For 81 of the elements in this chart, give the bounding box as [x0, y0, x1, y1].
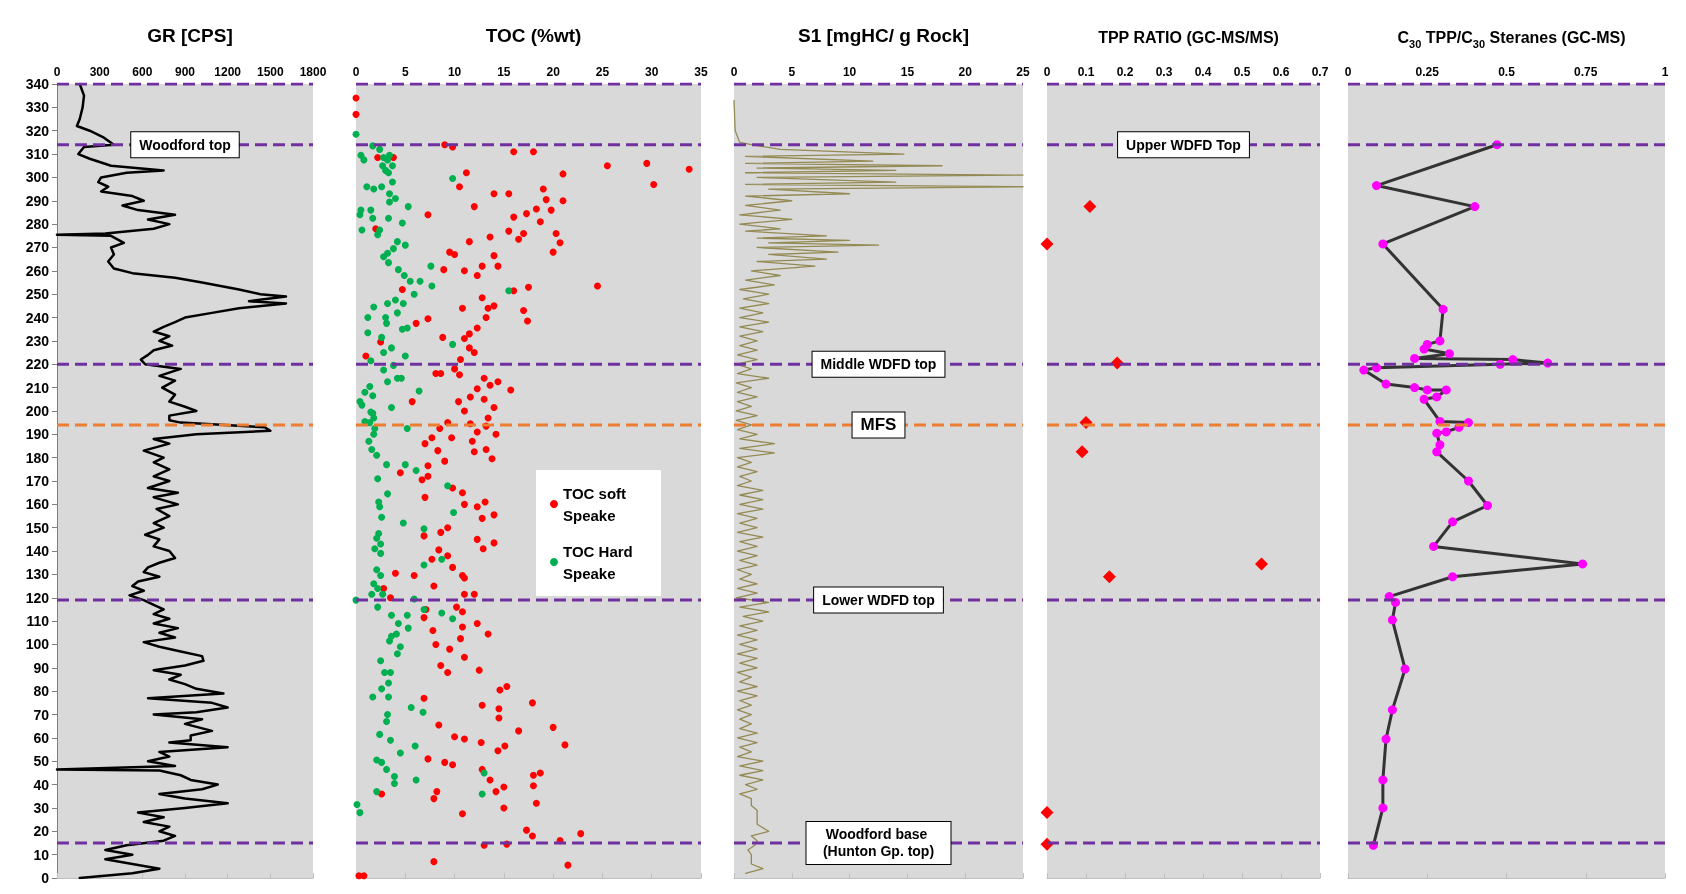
y-tick-label: 80: [33, 683, 50, 700]
ref-line-label: Middle WDFD top: [820, 356, 937, 373]
x-tick-label: 15: [497, 65, 511, 79]
x-tick-label: 0.5: [1498, 65, 1516, 79]
x-tick-label: 0.6: [1272, 65, 1290, 79]
x-tick-label: 0: [1344, 65, 1352, 79]
x-tick-label: 0.2: [1116, 65, 1134, 79]
ref-line-label: Woodford top: [139, 136, 231, 153]
x-tick-label: 35: [694, 65, 708, 79]
x-tick-label: 30: [645, 65, 659, 79]
y-tick-label: 60: [33, 729, 50, 746]
x-tick-label: 1200: [214, 65, 242, 79]
y-tick-label: 130: [25, 566, 50, 583]
y-tick-label: 160: [25, 496, 50, 513]
y-tick-label: 230: [25, 332, 50, 349]
y-tick-label: 310: [25, 146, 50, 163]
x-tick-label: 20: [958, 65, 973, 79]
x-tick-label: 0: [352, 65, 360, 79]
x-tick-label: 0.4: [1194, 65, 1212, 79]
y-tick-label: 200: [25, 402, 50, 419]
legend-label: TOC soft Speake: [563, 484, 631, 524]
x-tick-label: 0.75: [1574, 65, 1598, 79]
x-tick-label: 0: [53, 65, 61, 79]
chart-title: S1 [mgHC/ g Rock]: [797, 25, 970, 46]
x-tick-label: 0.5: [1233, 65, 1251, 79]
x-tick-label: 10: [842, 65, 857, 79]
x-tick-label: 0: [730, 65, 738, 79]
y-tick-label: 180: [25, 449, 50, 466]
y-tick-label: 210: [25, 379, 50, 396]
x-tick-label: 25: [595, 65, 610, 79]
y-tick-label: 70: [33, 706, 50, 723]
x-tick-label: 10: [447, 65, 462, 79]
x-tick-label: 0.3: [1155, 65, 1173, 79]
x-tick-label: 300: [89, 65, 110, 79]
x-tick-label: 15: [900, 65, 915, 79]
y-tick-label: 320: [25, 122, 50, 139]
chart-title: TPP RATIO (GC-MS/MS): [1098, 28, 1279, 46]
y-tick-label: 40: [33, 776, 50, 793]
y-tick-label: 120: [25, 589, 50, 606]
y-tick-label: 140: [25, 543, 50, 560]
ref-line-label: Woodford base (Hunton Gp. top): [822, 826, 935, 860]
y-tick-label: 330: [25, 99, 50, 116]
ref-line-label: Lower WDFD top: [822, 592, 935, 609]
y-tick-label: 280: [25, 216, 50, 233]
y-tick-label: 270: [25, 239, 50, 256]
y-tick-label: 150: [25, 519, 50, 536]
x-tick-label: 0.1: [1077, 65, 1095, 79]
y-tick-label: 290: [25, 192, 50, 209]
y-tick-label: 20: [33, 823, 50, 840]
y-tick-label: 0: [41, 870, 50, 886]
y-tick-label: 240: [25, 309, 50, 326]
y-tick-label: 90: [33, 659, 50, 676]
ref-line-label: MFS: [860, 415, 897, 435]
y-tick-label: 50: [33, 753, 50, 770]
x-tick-label: 1500: [256, 65, 284, 79]
y-tick-label: 110: [26, 613, 50, 630]
y-tick-label: 220: [25, 356, 50, 373]
x-tick-label: 5: [788, 65, 796, 79]
y-tick-label: 190: [25, 426, 50, 443]
x-tick-label: 600: [132, 65, 153, 79]
y-tick-label: 250: [25, 286, 50, 303]
y-tick-label: 100: [25, 636, 50, 653]
x-tick-label: 25: [1016, 65, 1030, 79]
x-tick-label: 1: [1661, 65, 1669, 79]
y-tick-label: 10: [33, 846, 50, 863]
x-tick-label: 5: [401, 65, 409, 79]
y-tick-label: 300: [25, 169, 50, 186]
x-tick-label: 1800: [299, 65, 327, 79]
x-tick-label: 0.7: [1311, 65, 1329, 79]
y-tick-label: 340: [25, 76, 50, 92]
chart-title: GR [CPS]: [147, 25, 233, 46]
x-tick-label: 0.25: [1415, 65, 1440, 79]
ref-line-label: Upper WDFD Top: [1126, 136, 1241, 153]
y-tick-label: 260: [25, 262, 50, 279]
y-tick-label: 170: [25, 473, 50, 489]
x-tick-label: 0: [1043, 65, 1051, 79]
y-tick-label: 30: [33, 799, 50, 816]
x-tick-label: 20: [546, 65, 561, 79]
chart-title: TOC (%wt): [485, 25, 582, 46]
legend-label: TOC Hard Speake: [563, 542, 637, 582]
x-tick-label: 900: [174, 65, 196, 79]
